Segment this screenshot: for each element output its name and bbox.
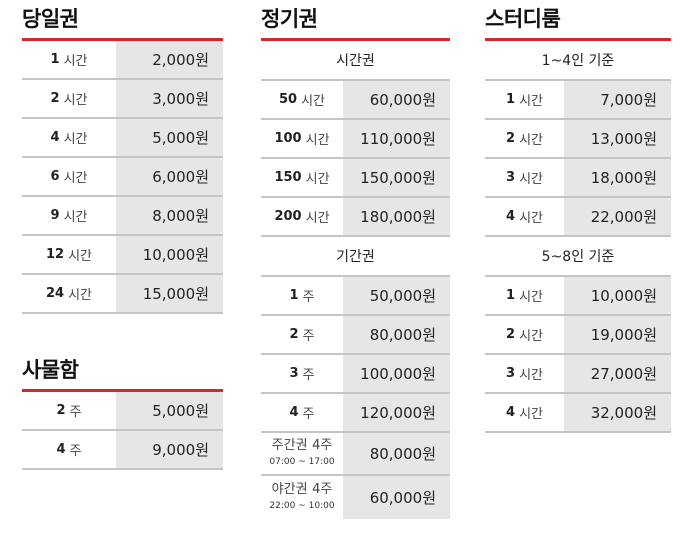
daily-pass-title-bar xyxy=(22,38,223,41)
price: 13,000원 xyxy=(564,120,671,157)
price: 9,000원 xyxy=(116,431,223,468)
duration-label: 1 시간 xyxy=(22,41,116,78)
table-row: 야간권 4주 22:00 ~ 10:00 60,000원 xyxy=(261,476,450,519)
locker-title-bar xyxy=(22,389,223,392)
price: 8,000원 xyxy=(116,197,223,234)
table-row: 3 주 100,000원 xyxy=(261,355,450,394)
price: 180,000원 xyxy=(343,198,450,235)
night-pass-label: 야간권 4주 22:00 ~ 10:00 xyxy=(261,476,343,519)
price: 120,000원 xyxy=(343,394,450,431)
price: 32,000원 xyxy=(564,394,671,431)
period-pass-heading: 기간권 xyxy=(261,237,450,277)
price: 2,000원 xyxy=(116,41,223,78)
duration-label: 3 시간 xyxy=(485,159,564,196)
duration-label: 4 시간 xyxy=(22,119,116,156)
price: 10,000원 xyxy=(116,236,223,273)
study-room-title-bar xyxy=(485,38,671,41)
duration-label: 1 시간 xyxy=(485,81,564,118)
duration-label: 1 시간 xyxy=(485,277,564,314)
daily-pass-title: 당일권 xyxy=(22,7,79,31)
day-pass-label: 주간권 4주 07:00 ~ 17:00 xyxy=(261,433,343,474)
duration-label: 6 시간 xyxy=(22,158,116,195)
price: 22,000원 xyxy=(564,198,671,235)
table-row: 50 시간 60,000원 xyxy=(261,81,450,120)
price: 18,000원 xyxy=(564,159,671,196)
duration-label: 2 시간 xyxy=(485,316,564,353)
price: 15,000원 xyxy=(116,275,223,312)
price: 27,000원 xyxy=(564,355,671,392)
table-row: 4 주 9,000원 xyxy=(22,431,223,470)
duration-label: 9 시간 xyxy=(22,197,116,234)
duration-label: 4 시간 xyxy=(485,394,564,431)
price: 50,000원 xyxy=(343,277,450,314)
table-row: 1 시간 2,000원 xyxy=(22,41,223,80)
table-row: 24 시간 15,000원 xyxy=(22,275,223,314)
price: 10,000원 xyxy=(564,277,671,314)
hours-pass-heading: 시간권 xyxy=(261,41,450,81)
table-row: 3 시간 27,000원 xyxy=(485,355,671,394)
daily-pass-section: 당일권 1 시간 2,000원 2 시간 3,000원 4 시간 5,000원 6 시간 6,0… xyxy=(22,6,223,314)
duration-label: 50 시간 xyxy=(261,81,343,118)
price: 5,000원 xyxy=(116,119,223,156)
table-row: 12 시간 10,000원 xyxy=(22,236,223,275)
table-row: 1 시간 10,000원 xyxy=(485,277,671,316)
table-row: 2 시간 19,000원 xyxy=(485,316,671,355)
table-row: 1 시간 7,000원 xyxy=(485,81,671,120)
table-row: 4 시간 32,000원 xyxy=(485,394,671,433)
table-row: 4 시간 5,000원 xyxy=(22,119,223,158)
table-row: 6 시간 6,000원 xyxy=(22,158,223,197)
table-row: 100 시간 110,000원 xyxy=(261,120,450,159)
price: 110,000원 xyxy=(343,120,450,157)
table-row: 200 시간 180,000원 xyxy=(261,198,450,237)
table-row: 2 시간 13,000원 xyxy=(485,120,671,159)
duration-label: 2 시간 xyxy=(485,120,564,157)
price: 6,000원 xyxy=(116,158,223,195)
duration-label: 2 시간 xyxy=(22,80,116,117)
price: 19,000원 xyxy=(564,316,671,353)
table-row: 4 주 120,000원 xyxy=(261,394,450,433)
price: 100,000원 xyxy=(343,355,450,392)
price: 7,000원 xyxy=(564,81,671,118)
table-row: 3 시간 18,000원 xyxy=(485,159,671,198)
table-row: 4 시간 22,000원 xyxy=(485,198,671,237)
small-group-heading: 1~4인 기준 xyxy=(485,41,671,81)
study-room-section: 스터디룸 1~4인 기준 1 시간 7,000원 2 시간 13,000원 3 시간 18,… xyxy=(485,6,671,433)
table-row: 150 시간 150,000원 xyxy=(261,159,450,198)
table-row: 2 주 5,000원 xyxy=(22,392,223,431)
table-row: 주간권 4주 07:00 ~ 17:00 80,000원 xyxy=(261,433,450,476)
table-row: 2 시간 3,000원 xyxy=(22,80,223,119)
table-row: 1 주 50,000원 xyxy=(261,277,450,316)
price: 3,000원 xyxy=(116,80,223,117)
price: 150,000원 xyxy=(343,159,450,196)
commuter-pass-section: 정기권 시간권 50 시간 60,000원 100 시간 110,000원 150 시간 1… xyxy=(261,6,450,519)
duration-label: 200 시간 xyxy=(261,198,343,235)
duration-label: 100 시간 xyxy=(261,120,343,157)
commuter-pass-title: 정기권 xyxy=(261,7,318,31)
price: 60,000원 xyxy=(343,476,450,519)
price: 5,000원 xyxy=(116,392,223,429)
table-row: 2 주 80,000원 xyxy=(261,316,450,355)
duration-label: 3 시간 xyxy=(485,355,564,392)
duration-label: 24 시간 xyxy=(22,275,116,312)
locker-section: 사물함 2 주 5,000원 4 주 9,000원 xyxy=(22,357,223,470)
price: 80,000원 xyxy=(343,433,450,474)
price: 80,000원 xyxy=(343,316,450,353)
study-room-title: 스터디룸 xyxy=(485,7,561,31)
duration-label: 150 시간 xyxy=(261,159,343,196)
commuter-pass-title-bar xyxy=(261,38,450,41)
table-row: 9 시간 8,000원 xyxy=(22,197,223,236)
locker-title: 사물함 xyxy=(22,358,79,382)
large-group-heading: 5~8인 기준 xyxy=(485,237,671,277)
price: 60,000원 xyxy=(343,81,450,118)
duration-label: 4 시간 xyxy=(485,198,564,235)
duration-label: 12 시간 xyxy=(22,236,116,273)
